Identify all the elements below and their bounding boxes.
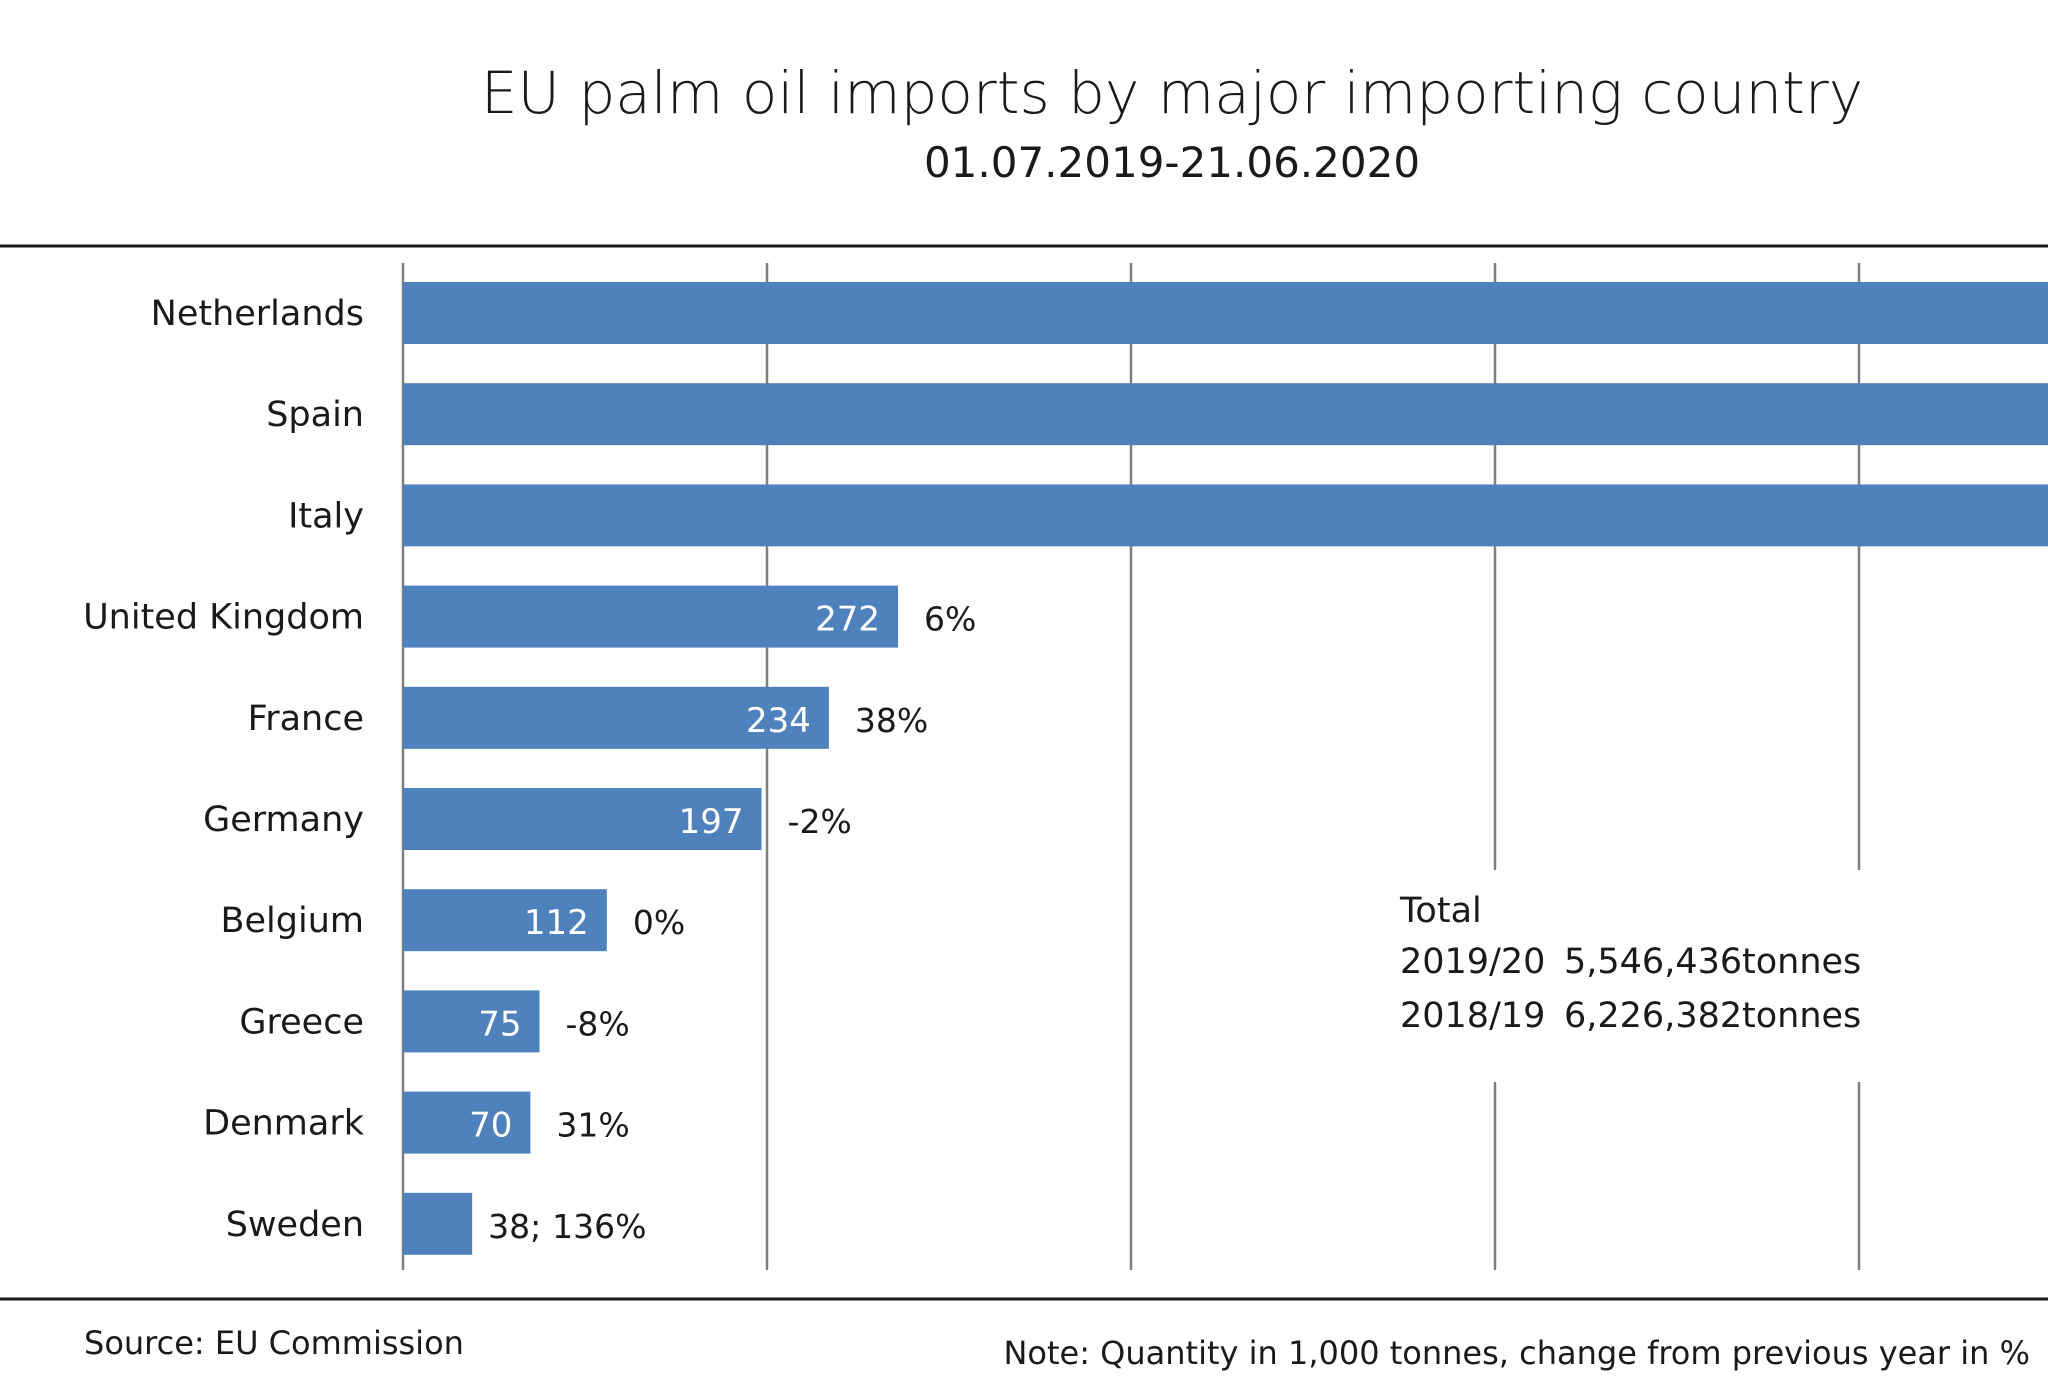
total-year-2019-20: 2019/20 <box>1400 942 1545 982</box>
quantity-note: Note: Quantity in 1,000 tonnes, change f… <box>1003 1334 2030 1372</box>
change-label-denmark: 31% <box>556 1106 629 1145</box>
source-note: Source: EU Commission <box>84 1324 464 1362</box>
category-label-netherlands: Netherlands <box>151 294 364 334</box>
bars <box>403 282 2048 1255</box>
bar-sweden <box>403 1192 473 1255</box>
value-label-france: 234 <box>746 701 811 741</box>
bar-italy <box>403 484 2048 547</box>
value-label-denmark: 70 <box>469 1106 512 1146</box>
total-amount-2018-19: 6,226,382 <box>1564 996 1742 1036</box>
bar-belgium <box>403 889 607 952</box>
total-heading: Total <box>1399 891 1482 931</box>
bar-germany <box>403 788 762 850</box>
category-label-denmark: Denmark <box>203 1104 365 1144</box>
category-label-greece: Greece <box>239 1002 364 1042</box>
category-label-united-kingdom: United Kingdom <box>83 598 364 638</box>
change-label-germany: -2% <box>788 802 852 841</box>
category-label-sweden: Sweden <box>226 1205 364 1245</box>
total-box-background <box>1390 870 1910 1082</box>
bar-netherlands <box>403 282 2048 344</box>
bar-denmark <box>403 1091 531 1154</box>
change-label-france: 38% <box>855 701 928 740</box>
category-label-belgium: Belgium <box>221 901 365 941</box>
labels: Netherlands1,612-29%Spain1,522-16%Italy1… <box>83 294 976 1246</box>
change-label-belgium: 0% <box>633 903 685 942</box>
chart-title: EU palm oil imports by major importing c… <box>481 59 1863 127</box>
value-label-greece: 75 <box>478 1004 521 1044</box>
value-label-belgium: 112 <box>524 903 589 943</box>
bar-united-kingdom <box>403 585 899 648</box>
chart-subtitle: 01.07.2019-21.06.2020 <box>924 138 1420 187</box>
change-label-greece: -8% <box>566 1004 630 1043</box>
category-label-italy: Italy <box>288 496 364 536</box>
value-label-sweden: 38; <box>488 1207 541 1246</box>
value-label-germany: 197 <box>679 802 744 842</box>
change-label-united-kingdom: 6% <box>924 600 976 639</box>
bar-spain <box>403 383 2048 446</box>
bar-france <box>403 686 829 749</box>
total-unit-2018-19: tonnes <box>1742 996 1861 1036</box>
category-label-spain: Spain <box>266 395 364 435</box>
total-unit-2019-20: tonnes <box>1742 942 1861 982</box>
total-year-2018-19: 2018/19 <box>1400 996 1545 1036</box>
total-amount-2019-20: 5,546,436 <box>1564 942 1742 982</box>
category-label-france: France <box>248 699 364 739</box>
change-label-sweden: 136% <box>552 1207 646 1246</box>
value-label-united-kingdom: 272 <box>815 600 880 640</box>
bar-greece <box>403 990 540 1053</box>
category-label-germany: Germany <box>203 800 364 840</box>
